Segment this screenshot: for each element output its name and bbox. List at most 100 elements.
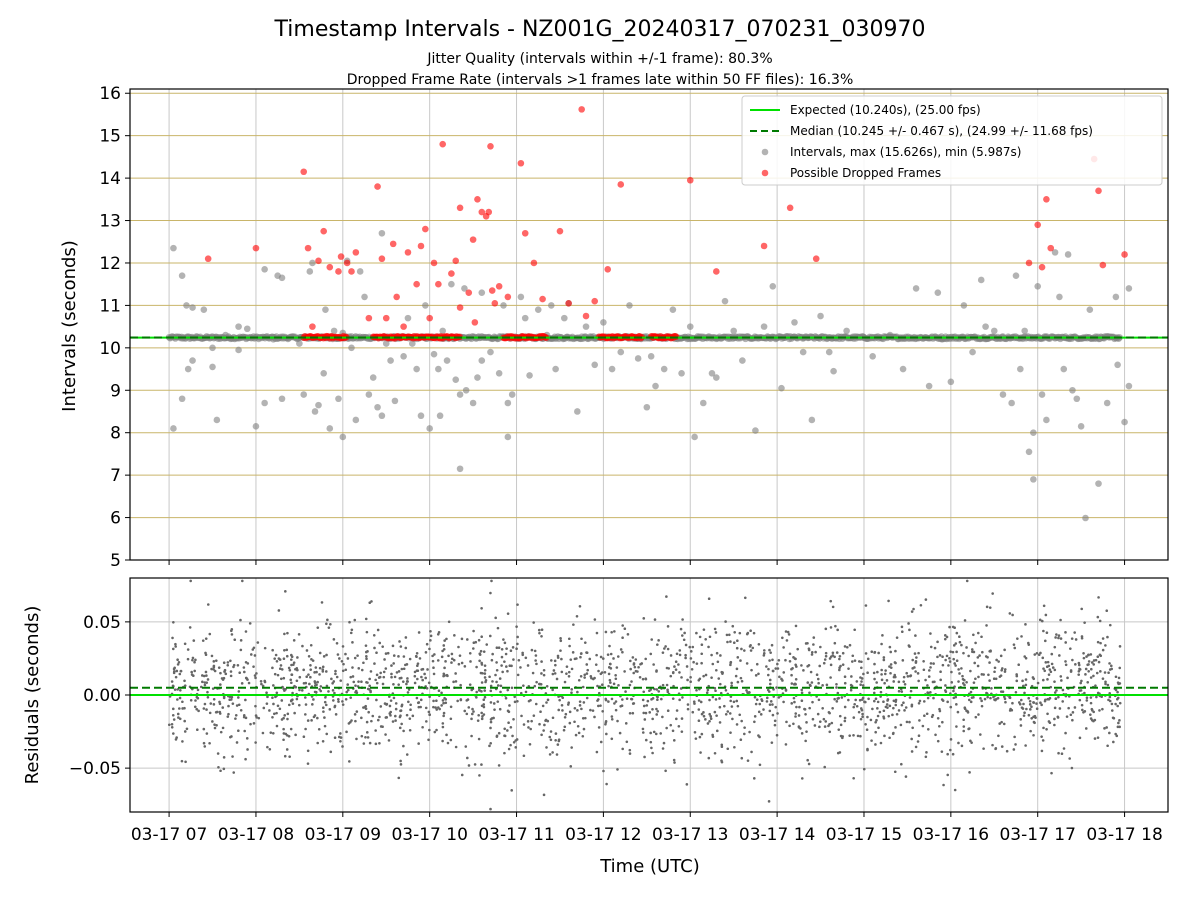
residual-point [758,702,762,706]
residual-point [812,636,816,639]
residual-point [226,663,230,667]
residual-point [714,631,718,634]
residual-point [771,713,775,717]
residual-point [362,742,366,745]
residual-point [369,670,373,673]
residual-point [876,700,880,704]
residual-point [293,711,296,715]
residual-point [212,697,216,701]
interval-point [448,280,455,288]
residual-point [785,720,788,724]
residual-point [427,738,430,742]
interval-point [808,416,816,424]
residual-point [431,654,434,658]
residual-point [1082,656,1086,660]
residual-point [771,703,774,706]
residual-point [453,634,456,637]
interval-point [200,306,208,313]
residual-point [650,638,654,641]
residual-point [824,651,828,655]
residual-point [530,719,533,723]
residual-point [809,684,812,688]
residual-point [983,697,987,701]
residual-point [823,658,827,661]
residual-point [875,681,878,684]
residual-point [889,650,893,654]
residual-point [171,707,175,711]
intervals-frame [129,88,1169,561]
residual-point [272,712,276,716]
residual-point [437,689,441,693]
residual-point [516,603,519,606]
residual-point [728,712,732,715]
residual-point [568,644,571,648]
interval-point [1025,448,1033,456]
dropped-point [348,268,355,275]
residual-point [365,720,369,724]
residual-point [985,624,988,627]
residual-point [1101,707,1104,711]
residual-point [222,756,226,759]
residual-point [394,702,398,705]
residual-point [973,661,976,665]
residual-point [1019,718,1022,721]
residual-point [688,645,692,649]
dropped-point [521,229,529,237]
residual-point [1071,711,1075,714]
residual-point [751,646,755,650]
residual-point [1105,609,1109,612]
interval-point [365,391,373,398]
residual-point [454,745,458,749]
residual-point [521,651,524,655]
residuals-y-tick-label: 0.05 [83,613,121,633]
interval-point [178,395,186,403]
residual-point [636,670,639,673]
residual-point [292,639,296,642]
residual-point [1106,635,1109,639]
residual-point [559,637,562,640]
residual-point [287,734,291,738]
residual-point [532,621,535,624]
residual-point [1016,637,1019,640]
residual-point [899,723,903,727]
residual-point [307,673,310,676]
residual-point [221,706,225,709]
interval-point [443,357,451,364]
residual-point [242,715,246,719]
residual-point [1109,664,1113,668]
residual-point [1015,674,1019,678]
residual-point [1071,718,1074,722]
residual-point [720,743,724,747]
residual-point [680,717,684,720]
residual-point [1092,674,1095,678]
residual-point [421,667,425,671]
residual-point [738,713,742,717]
residual-point [621,747,624,751]
residual-point [952,689,955,693]
residual-point [697,699,701,702]
residual-point [290,658,293,661]
residual-point [902,675,906,679]
residual-point [549,738,553,742]
x-axis-label: Time (UTC) [599,856,700,877]
residual-point [1117,682,1120,686]
residual-point [951,752,955,756]
residual-point [196,696,200,700]
residual-point [297,633,301,636]
residual-point [683,631,686,635]
residual-point [875,718,878,722]
residual-point [540,628,544,632]
residual-point [217,666,221,669]
residual-point [328,708,332,711]
dropped-point [1034,221,1042,229]
residual-point [796,647,799,651]
residual-point [235,704,239,707]
residual-point [1047,664,1051,668]
residual-point [1097,596,1100,599]
residual-point [321,668,325,671]
residual-point [423,672,426,676]
residual-point [234,713,238,717]
residual-point [304,696,307,699]
residual-point [745,689,748,692]
residual-point [1067,706,1070,710]
